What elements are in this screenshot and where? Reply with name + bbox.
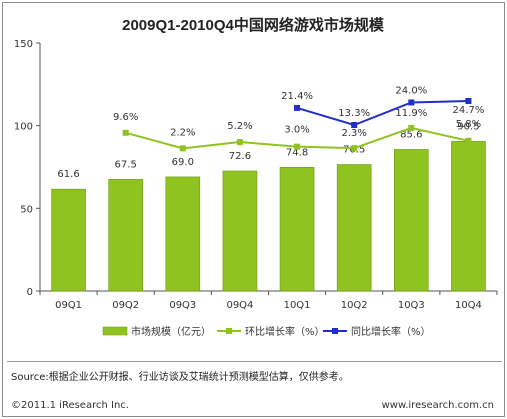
chart-title: 2009Q1-2010Q4中国网络游戏市场规模	[122, 16, 385, 34]
x-tick-label: 10Q3	[398, 300, 425, 311]
x-tick-label: 10Q2	[341, 300, 368, 311]
series-point	[351, 122, 358, 128]
series-value-label: 9.6%	[113, 112, 138, 123]
y-tick-label: 100	[14, 122, 33, 133]
market-size-chart: 2009Q1-2010Q4中国网络游戏市场规模 0 50 100 150 61.6 67…	[14, 16, 498, 338]
y-tick-label: 0	[27, 287, 33, 298]
series-point	[236, 139, 243, 146]
y-tick-label: 50	[20, 204, 33, 215]
legend-yoy-marker	[332, 328, 338, 334]
series-point	[465, 98, 472, 104]
bar-value-label: 61.6	[57, 169, 79, 180]
bar	[336, 164, 372, 292]
series-value-label: 2.2%	[170, 127, 195, 138]
bar	[394, 149, 429, 292]
legend-yoy-label: 同比增长率（%）	[351, 325, 431, 338]
source-note: Source:根据企业公开财报、行业访谈及艾瑞统计预测模型估算，仅供参考。	[11, 372, 349, 383]
y-tick-label: 150	[14, 39, 33, 50]
series-point	[179, 145, 186, 152]
series-point	[122, 129, 129, 136]
series-point	[408, 99, 415, 106]
series-value-label: 5.2%	[227, 121, 252, 132]
bar	[222, 170, 258, 292]
x-tick-label: 09Q1	[55, 300, 82, 311]
series-point	[294, 143, 301, 150]
series-value-label: 24.0%	[395, 85, 427, 96]
bar	[108, 179, 143, 292]
series-value-label: 2.3%	[341, 128, 366, 139]
x-tick-label: 09Q3	[169, 300, 196, 311]
series-point	[294, 104, 301, 111]
bar-value-label: 67.5	[115, 159, 137, 170]
bar-value-label: 72.6	[229, 151, 251, 162]
series-point	[408, 124, 415, 131]
legend-bar-label: 市场规模（亿元）	[131, 325, 211, 338]
series-value-label: 11.9%	[395, 108, 427, 119]
website-link[interactable]: www.iresearch.com.cn	[381, 400, 494, 411]
series-value-label: 3.0%	[284, 125, 309, 136]
series-point	[465, 137, 472, 144]
bar	[51, 188, 86, 292]
series-value-label: 24.7%	[453, 105, 485, 116]
legend-bar-swatch	[102, 326, 128, 336]
x-tick-label: 09Q4	[226, 300, 253, 311]
copyright: ©2011.1 iResearch Inc.	[11, 400, 129, 411]
bar	[165, 176, 201, 292]
series-point	[351, 145, 358, 152]
bar-value-label: 69.0	[172, 157, 194, 168]
x-tick-label: 10Q4	[455, 300, 482, 311]
x-tick-label: 09Q2	[112, 300, 139, 311]
bar-value-label: 85.6	[400, 129, 422, 140]
series-value-label: 13.3%	[338, 108, 370, 119]
bar	[279, 167, 315, 292]
series-value-label: 5.8%	[456, 119, 481, 130]
legend-qoq-label: 环比增长率（%）	[245, 325, 325, 338]
divider	[7, 361, 502, 362]
series-line	[296, 100, 469, 127]
bar-value-label: 74.8	[286, 147, 308, 158]
series-value-label: 21.4%	[281, 91, 313, 102]
x-tick-label: 10Q1	[284, 300, 311, 311]
bar	[451, 141, 486, 292]
legend-qoq-marker	[226, 328, 232, 334]
bar-value-label: 90.5	[457, 121, 479, 132]
